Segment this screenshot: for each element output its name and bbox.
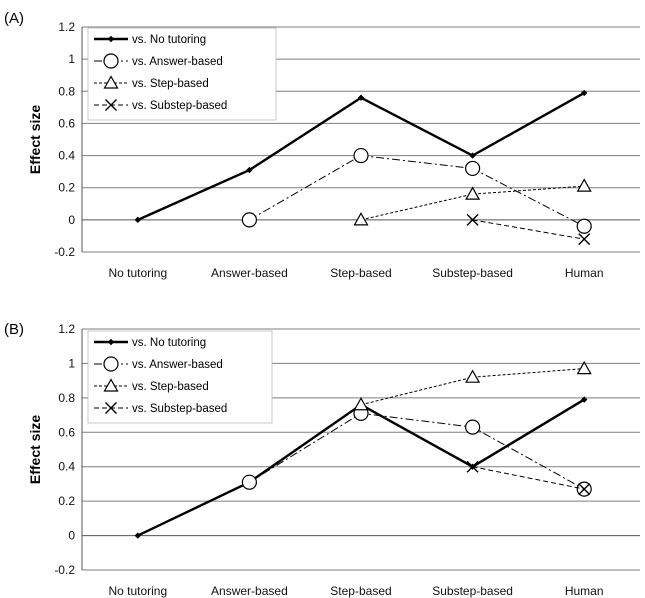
panel-label: (A)	[4, 10, 24, 27]
panel-label: (B)	[4, 321, 24, 338]
data-point-diamond	[134, 532, 141, 539]
legend-marker-x	[105, 99, 117, 111]
data-point-triangle	[465, 369, 481, 383]
data-point-circle	[465, 160, 481, 177]
legend-entry: vs. Substep-based	[132, 100, 227, 112]
legend-entry: vs. Step-based	[132, 381, 209, 393]
data-point-diamond	[134, 216, 141, 224]
series-line	[472, 466, 585, 490]
y-tick-label: 0.6	[58, 425, 75, 439]
y-tick-label: 0.8	[58, 391, 75, 405]
series-line	[249, 412, 585, 490]
series-line	[249, 155, 585, 227]
legend-entry: vs. Answer-based	[132, 56, 223, 68]
y-tick-label: 0.2	[58, 181, 75, 195]
legend: vs. No tutoring vs. Answer-based vs. Step-…	[87, 27, 277, 121]
y-tick-label: -0.2	[54, 245, 75, 259]
y-tick-label: 0.4	[58, 460, 75, 474]
legend-entry: vs. No tutoring	[132, 337, 206, 349]
data-point-triangle	[465, 186, 481, 200]
y-tick-label: 0.6	[58, 116, 75, 130]
data-point-diamond	[357, 94, 365, 101]
legend-entry: vs. Answer-based	[132, 359, 223, 371]
data-point-triangle	[576, 360, 592, 375]
data-point-x	[466, 213, 479, 226]
legend-marker-circle	[103, 356, 119, 372]
data-point-x	[466, 460, 479, 473]
data-point-diamond	[581, 396, 588, 403]
x-tick-label: Substep-based	[432, 266, 513, 280]
legend-entry: vs. No tutoring	[132, 34, 206, 46]
y-tick-label: 0.8	[58, 84, 75, 98]
x-tick-label: Human	[565, 584, 604, 598]
data-point-diamond	[246, 166, 253, 174]
data-point-triangle	[353, 397, 369, 411]
legend-marker-diamond	[107, 35, 115, 43]
data-point-diamond	[469, 152, 476, 159]
x-tick-label: Step-based	[330, 266, 391, 280]
y-tick-label: 0	[68, 529, 75, 543]
data-point-circle	[576, 218, 592, 234]
y-tick-label: 0.4	[58, 149, 75, 163]
data-point-circle	[465, 419, 481, 435]
legend-marker-triangle	[103, 75, 119, 89]
legend-marker-diamond	[107, 338, 115, 346]
y-axis-title: Effect size	[27, 415, 43, 484]
legend-entry: vs. Step-based	[132, 78, 209, 90]
x-tick-label: No tutoring	[108, 584, 167, 598]
x-tick-label: Answer-based	[211, 584, 288, 598]
data-point-circle	[241, 474, 257, 490]
chart-panel-a: -0.2 0 0.2 0.4 0.6 0.8 1 1.2 No tutoring Answer-b…	[4, 10, 640, 280]
data-point-x	[578, 233, 591, 246]
data-point-triangle	[353, 212, 369, 226]
series-line	[472, 219, 585, 240]
y-tick-label: 0	[68, 213, 75, 227]
y-tick-label: 1.2	[58, 322, 75, 336]
y-tick-label: 1	[68, 356, 75, 370]
x-tick-label: No tutoring	[108, 266, 167, 280]
y-tick-label: 1	[68, 52, 75, 66]
chart-panel-b: -0.2 0 0.2 0.4 0.6 0.8 1 1.2 No tutoring Answer-b…	[4, 321, 640, 598]
x-tick-label: Substep-based	[432, 584, 513, 598]
data-point-x	[578, 483, 591, 496]
x-tick-label: Answer-based	[211, 266, 288, 280]
data-point-diamond	[581, 89, 588, 97]
legend-marker-triangle	[103, 378, 119, 392]
data-point-circle	[241, 212, 257, 228]
legend-marker-circle	[103, 53, 119, 69]
y-tick-label: 1.2	[58, 20, 75, 34]
data-point-circle	[353, 147, 369, 164]
legend-marker-x	[105, 402, 117, 414]
legend-entry: vs. Substep-based	[132, 403, 227, 415]
legend: vs. No tutoring vs. Answer-based vs. Step-…	[87, 330, 273, 424]
x-tick-label: Step-based	[330, 584, 391, 598]
y-tick-label: 0.2	[58, 494, 75, 508]
y-tick-label: -0.2	[54, 563, 75, 577]
x-tick-label: Human	[565, 266, 604, 280]
y-axis-title: Effect size	[27, 105, 43, 174]
data-point-triangle	[576, 178, 592, 192]
